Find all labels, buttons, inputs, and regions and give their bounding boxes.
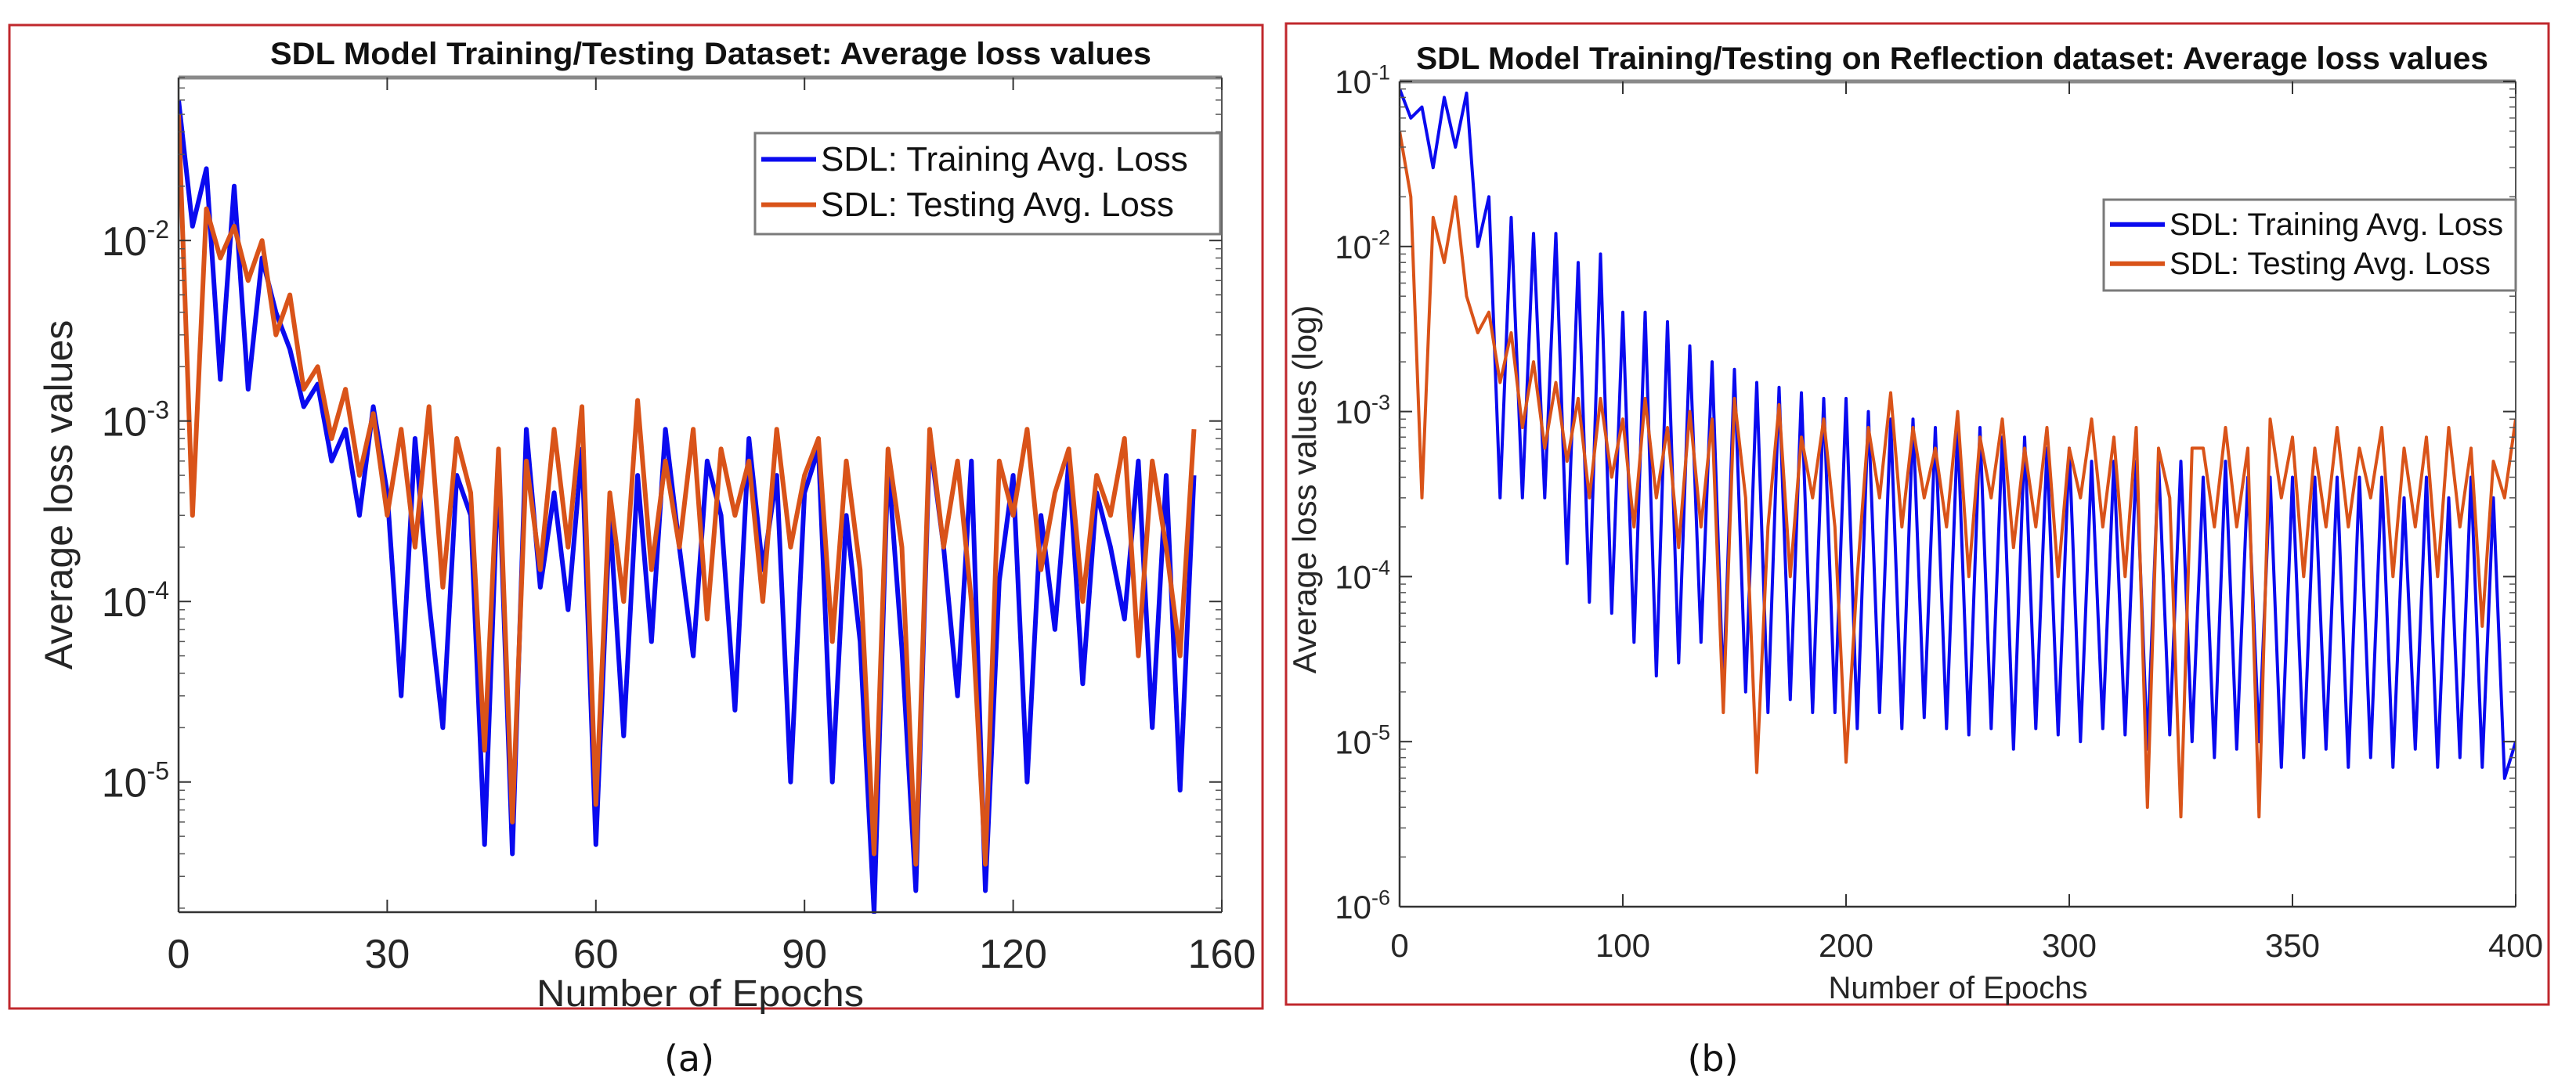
x-tick-label: 0 xyxy=(1390,927,1408,964)
legend: SDL: Training Avg. Loss SDL: Testing Avg.… xyxy=(2102,198,2517,292)
y-tick-exponent: -2 xyxy=(1371,225,1390,249)
legend-testing-label: SDL: Testing Avg. Loss xyxy=(2170,247,2491,281)
y-tick-label: 10-3 xyxy=(102,396,169,446)
legend: SDL: Training Avg. Loss SDL: Testing Avg.… xyxy=(753,132,1222,236)
x-tick-label: 350 xyxy=(2265,927,2320,964)
y-tick-base: 10 xyxy=(102,219,147,265)
y-tick-base: 10 xyxy=(1335,889,1371,925)
y-tick-base: 10 xyxy=(1335,63,1371,100)
y-tick-base: 10 xyxy=(1335,394,1371,431)
legend-box xyxy=(2102,198,2517,292)
y-axis-label: Average loss values xyxy=(37,320,81,670)
y-tick-base: 10 xyxy=(1335,229,1371,265)
x-tick-label: 0 xyxy=(168,932,190,977)
y-tick-exponent: -3 xyxy=(1371,391,1390,414)
legend-training-label: SDL: Training Avg. Loss xyxy=(2170,207,2503,242)
x-axis-label: Number of Epochs xyxy=(1829,971,2088,1005)
y-tick-label: 10-5 xyxy=(1335,721,1390,761)
y-tick-exponent: -4 xyxy=(1371,556,1390,579)
x-tick-label: 30 xyxy=(364,932,410,977)
y-tick-exponent: -4 xyxy=(147,576,169,604)
x-tick-label: 300 xyxy=(2042,927,2097,964)
series-testing-line xyxy=(179,114,1197,867)
legend-testing-label: SDL: Testing Avg. Loss xyxy=(821,186,1174,224)
y-tick-base: 10 xyxy=(102,760,147,806)
y-tick-exponent: -3 xyxy=(147,396,169,424)
y-tick-base: 10 xyxy=(102,580,147,626)
figure-caption: (a) xyxy=(664,1037,714,1080)
series-training-line xyxy=(179,99,1197,914)
x-tick-label: 400 xyxy=(2488,927,2543,964)
x-tick-label: 90 xyxy=(782,932,827,977)
x-tick-label: 160 xyxy=(1188,932,1256,977)
y-tick-label: 10-3 xyxy=(1335,391,1390,431)
x-tick-label: 200 xyxy=(1819,927,1873,964)
series-testing-line xyxy=(1400,131,2516,819)
y-tick-exponent: -1 xyxy=(1371,60,1390,84)
x-tick-label: 120 xyxy=(979,932,1047,977)
y-tick-label: 10-2 xyxy=(1335,225,1390,265)
chart-frame xyxy=(1284,22,2550,1006)
legend-box xyxy=(753,132,1222,236)
figure-caption: (b) xyxy=(1687,1037,1738,1080)
chart-b: 0 100 200 300 350 40010-110-210-310-410-510-6… xyxy=(1284,22,2550,1006)
y-tick-label: 10-6 xyxy=(1335,886,1390,925)
chart-title: SDL Model Training/Testing on Reflection… xyxy=(1416,41,2488,76)
y-tick-exponent: -6 xyxy=(1371,886,1390,909)
y-tick-base: 10 xyxy=(1335,559,1371,596)
y-tick-label: 10-1 xyxy=(1335,60,1390,100)
y-tick-label: 10-4 xyxy=(1335,556,1390,596)
chart-frame xyxy=(8,23,1264,1010)
x-axis-label: Number of Epochs xyxy=(537,973,864,1015)
y-tick-exponent: -2 xyxy=(147,215,169,244)
y-tick-base: 10 xyxy=(102,399,147,445)
y-axis-label: Average loss values (log) xyxy=(1286,305,1323,674)
x-tick-label: 60 xyxy=(573,932,619,977)
y-tick-label: 10-2 xyxy=(102,215,169,265)
chart-title: SDL Model Training/Testing Dataset: Aver… xyxy=(270,37,1151,71)
x-tick-label: 100 xyxy=(1595,927,1650,964)
y-tick-label: 10-5 xyxy=(102,757,169,806)
y-tick-base: 10 xyxy=(1335,723,1371,760)
legend-training-label: SDL: Training Avg. Loss xyxy=(821,140,1188,179)
y-tick-exponent: -5 xyxy=(1371,721,1390,745)
y-tick-exponent: -5 xyxy=(147,757,169,785)
y-tick-label: 10-4 xyxy=(102,576,169,626)
